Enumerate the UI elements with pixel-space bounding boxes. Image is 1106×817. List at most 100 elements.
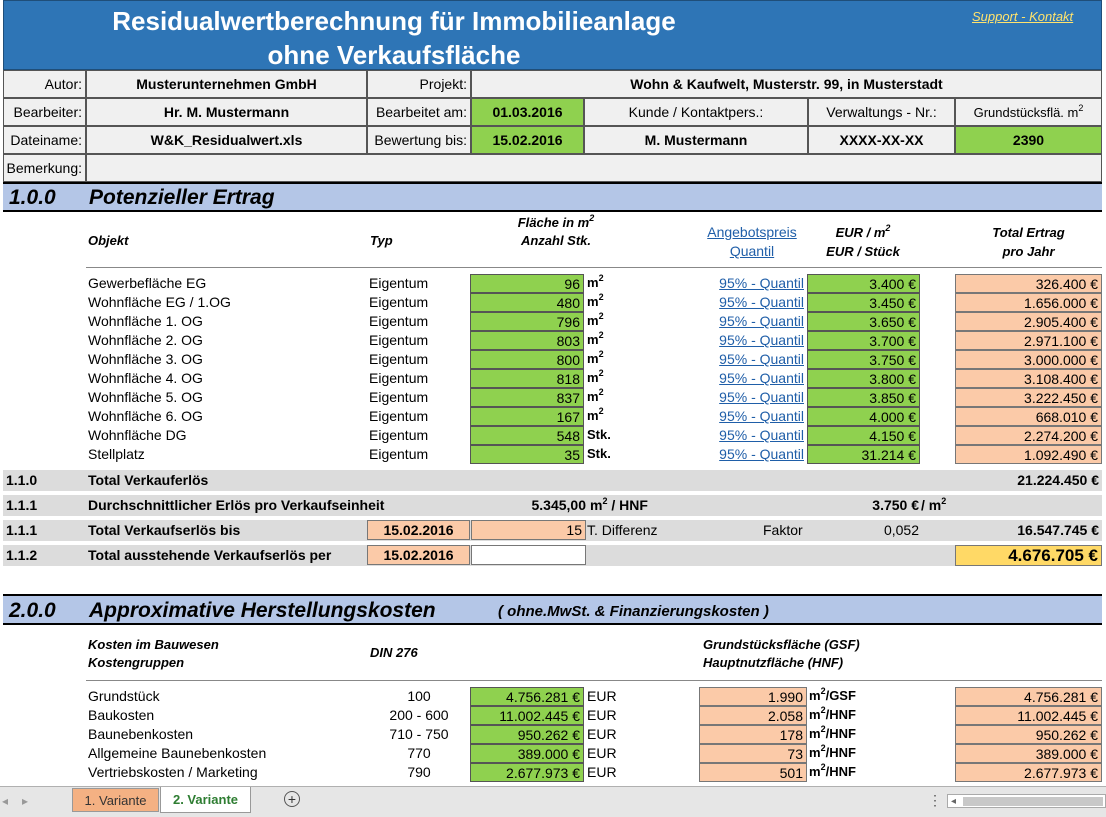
row-flaeche[interactable]: 167 (470, 407, 584, 426)
row-eur[interactable]: 3.850 € (807, 388, 920, 407)
row-flaeche-gsf[interactable]: 1.990 (699, 687, 807, 706)
scrollbar-thumb[interactable] (963, 797, 1103, 806)
row-quantil-link[interactable]: 95% - Quantil (719, 370, 804, 386)
row-betrag[interactable]: 389.000 € (470, 744, 584, 763)
row-currency: EUR (587, 726, 617, 742)
row-quantil-link[interactable]: 95% - Quantil (719, 275, 804, 291)
row-eur[interactable]: 3.400 € (807, 274, 920, 293)
row-eur[interactable]: 3.800 € (807, 369, 920, 388)
row-flaeche[interactable]: 480 (470, 293, 584, 312)
row-kostenname: Baukosten (88, 707, 155, 723)
scroll-left-icon[interactable]: ◂ (2, 794, 9, 808)
row-total[interactable]: 3.222.450 € (955, 388, 1102, 407)
row-flaeche[interactable]: 800 (470, 350, 584, 369)
tab-2-variante[interactable]: 2. Variante (160, 787, 251, 813)
row-quantil-link[interactable]: 95% - Quantil (719, 427, 804, 443)
bemerkung-value[interactable] (86, 154, 1102, 182)
row-total[interactable]: 3.000.000 € (955, 350, 1102, 369)
row-kostenname: Vertriebskosten / Marketing (88, 764, 258, 780)
row-total[interactable]: 2.905.400 € (955, 312, 1102, 331)
row-kosten-total[interactable]: 2.677.973 € (955, 763, 1102, 782)
row-total[interactable]: 1.092.490 € (955, 445, 1102, 464)
row-typ: Eigentum (369, 313, 429, 329)
horizontal-scrollbar[interactable]: ◂ (947, 794, 1106, 808)
row-eur[interactable]: 4.000 € (807, 407, 920, 426)
kosten-row: Baunebenkosten 710 - 750 950.262 € EUR 1… (0, 725, 1106, 744)
row-kosten-total[interactable]: 389.000 € (955, 744, 1102, 763)
row-betrag[interactable]: 2.677.973 € (470, 763, 584, 782)
tab-1-variante[interactable]: 1. Variante (72, 788, 159, 812)
row-eur[interactable]: 3.650 € (807, 312, 920, 331)
row-quantil-link[interactable]: 95% - Quantil (719, 351, 804, 367)
more-options-icon[interactable]: ⋮ (928, 792, 942, 808)
row-quantil-link[interactable]: 95% - Quantil (719, 408, 804, 424)
total-111b-date[interactable]: 15.02.2016 (367, 520, 470, 540)
support-link[interactable]: Support - Kontakt (972, 9, 1074, 24)
datei-value[interactable]: W&K_Residualwert.xls (86, 126, 367, 154)
total-111b-faktor[interactable]: 0,052 (883, 522, 919, 538)
row-din: 710 - 750 (389, 726, 449, 742)
row-quantil-link[interactable]: 95% - Quantil (719, 332, 804, 348)
total-111b-diff: T. Differenz (587, 522, 658, 538)
total-112-value[interactable]: 4.676.705 € (955, 545, 1102, 566)
row-total[interactable]: 326.400 € (955, 274, 1102, 293)
row-betrag[interactable]: 11.002.445 € (470, 706, 584, 725)
total-112-label: Total ausstehende Verkaufserlös per (88, 547, 332, 563)
bearbeitet-value[interactable]: 01.03.2016 (471, 98, 584, 126)
row-kosten-total[interactable]: 11.002.445 € (955, 706, 1102, 725)
row-total[interactable]: 2.971.100 € (955, 331, 1102, 350)
bearbeiter-label: Bearbeiter: (3, 98, 86, 126)
row-flaeche-gsf[interactable]: 2.058 (699, 706, 807, 725)
total-111a-eur[interactable]: 3.750 € (872, 497, 919, 513)
row-flaeche-gsf[interactable]: 501 (699, 763, 807, 782)
row-betrag[interactable]: 950.262 € (470, 725, 584, 744)
row-total[interactable]: 668.010 € (955, 407, 1102, 426)
row-flaeche[interactable]: 96 (470, 274, 584, 293)
bewertung-label: Bewertung bis: (367, 126, 471, 154)
row-kosten-total[interactable]: 4.756.281 € (955, 687, 1102, 706)
total-112-date[interactable]: 15.02.2016 (367, 545, 470, 565)
row-eur[interactable]: 3.750 € (807, 350, 920, 369)
row-flaeche-unit: m2/GSF (809, 686, 856, 704)
row-eur[interactable]: 3.700 € (807, 331, 920, 350)
bearbeiter-value[interactable]: Hr. M. Mustermann (86, 98, 367, 126)
total-110-label: Total Verkauferlös (88, 472, 209, 488)
total-111b-days[interactable]: 15 (471, 520, 586, 540)
row-flaeche[interactable]: 548 (470, 426, 584, 445)
scrollbar-left-arrow-icon[interactable]: ◂ (951, 796, 957, 807)
row-eur[interactable]: 3.450 € (807, 293, 920, 312)
projekt-value[interactable]: Wohn & Kaufwelt, Musterstr. 99, in Muste… (471, 70, 1102, 98)
total-111a-value[interactable]: 5.345,00 (531, 497, 587, 513)
ertrag-row: Wohnfläche 6. OG Eigentum 167 m2 95% - Q… (0, 407, 1106, 426)
row-total[interactable]: 3.108.400 € (955, 369, 1102, 388)
row-quantil-link[interactable]: 95% - Quantil (719, 294, 804, 310)
row-quantil-link[interactable]: 95% - Quantil (719, 446, 804, 462)
grund-value[interactable]: 2390 (955, 126, 1102, 154)
col-flaeche: Fläche in m2 Anzahl Stk. (517, 213, 595, 249)
row-flaeche[interactable]: 796 (470, 312, 584, 331)
add-sheet-icon[interactable]: + (284, 791, 300, 807)
row-flaeche[interactable]: 818 (470, 369, 584, 388)
col-angebotspreis[interactable]: Angebotspreis Quantil (707, 224, 797, 259)
total-111b-value[interactable]: 16.547.745 € (1017, 522, 1099, 538)
row-flaeche[interactable]: 35 (470, 445, 584, 464)
row-total[interactable]: 1.656.000 € (955, 293, 1102, 312)
scroll-right-icon[interactable]: ▸ (22, 794, 29, 808)
bewertung-value[interactable]: 15.02.2016 (471, 126, 584, 154)
col-objekt: Objekt (88, 233, 129, 248)
row-quantil-link[interactable]: 95% - Quantil (719, 313, 804, 329)
row-eur[interactable]: 31.214 € (807, 445, 920, 464)
row-flaeche[interactable]: 803 (470, 331, 584, 350)
row-kosten-total[interactable]: 950.262 € (955, 725, 1102, 744)
verwaltung-value[interactable]: XXXX-XX-XX (808, 126, 955, 154)
row-flaeche-gsf[interactable]: 178 (699, 725, 807, 744)
total-110-value[interactable]: 21.224.450 € (1017, 472, 1099, 488)
row-betrag[interactable]: 4.756.281 € (470, 687, 584, 706)
autor-value[interactable]: Musterunternehmen GmbH (86, 70, 367, 98)
kunde-value[interactable]: M. Mustermann (584, 126, 808, 154)
row-flaeche-gsf[interactable]: 73 (699, 744, 807, 763)
row-flaeche[interactable]: 837 (470, 388, 584, 407)
row-total[interactable]: 2.274.200 € (955, 426, 1102, 445)
row-eur[interactable]: 4.150 € (807, 426, 920, 445)
row-quantil-link[interactable]: 95% - Quantil (719, 389, 804, 405)
